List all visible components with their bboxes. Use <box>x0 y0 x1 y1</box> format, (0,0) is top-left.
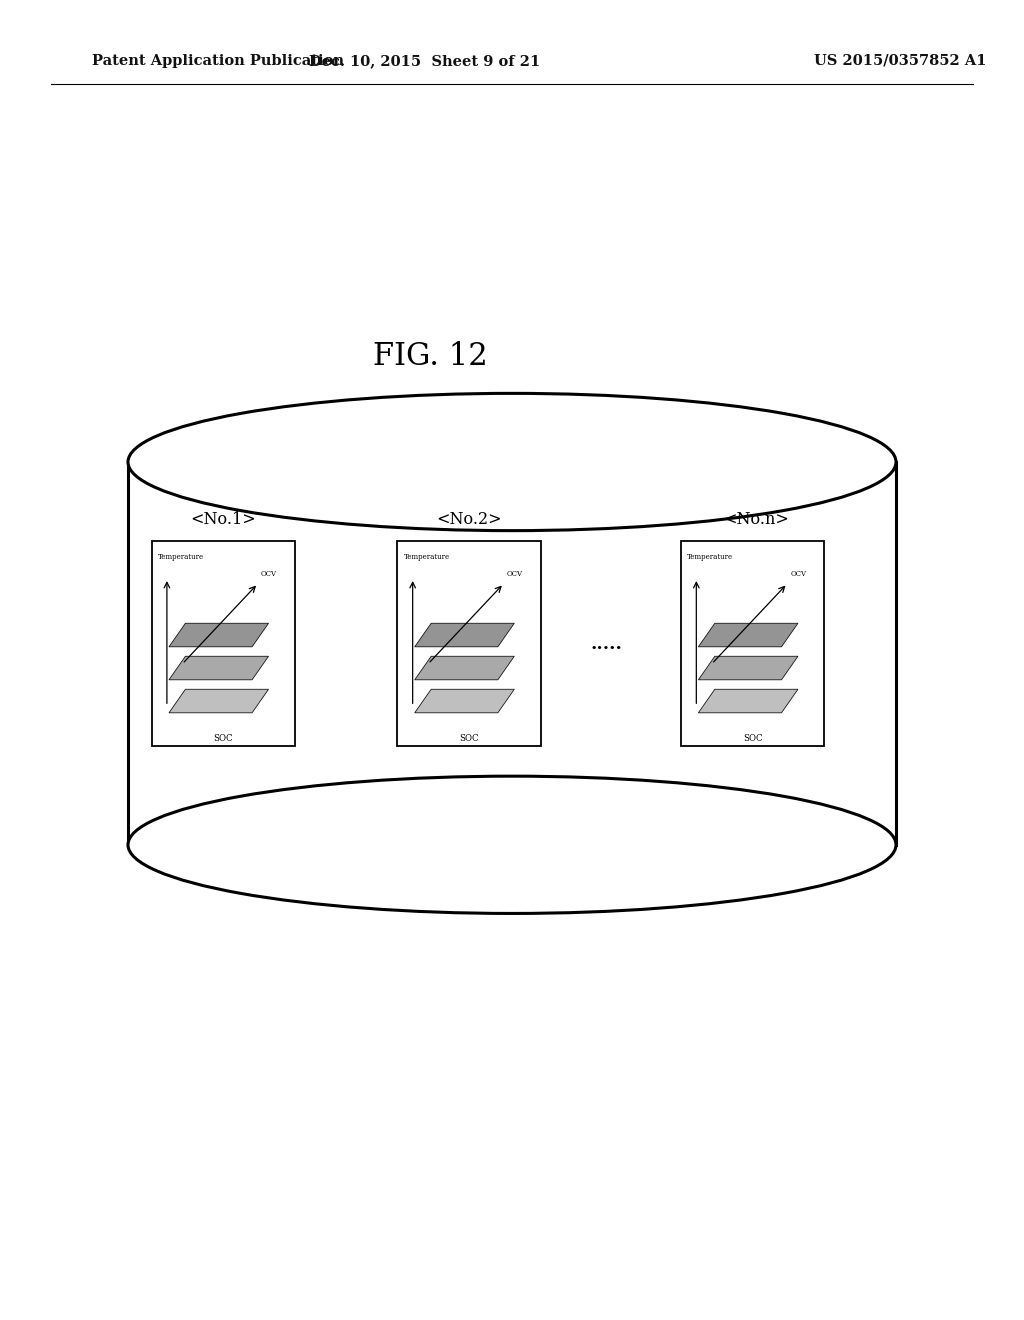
Text: Temperature: Temperature <box>158 553 204 561</box>
Text: Temperature: Temperature <box>403 553 450 561</box>
Text: Patent Application Publication: Patent Application Publication <box>92 54 344 67</box>
FancyBboxPatch shape <box>152 541 295 746</box>
Polygon shape <box>415 656 514 680</box>
Text: FIG. 12: FIG. 12 <box>373 341 487 372</box>
Text: <No.n>: <No.n> <box>723 511 788 528</box>
Polygon shape <box>415 689 514 713</box>
Text: <No.2>: <No.2> <box>436 511 502 528</box>
Text: SOC: SOC <box>459 734 479 743</box>
Text: OCV: OCV <box>261 569 278 578</box>
Ellipse shape <box>128 393 896 531</box>
Text: SOC: SOC <box>742 734 763 743</box>
Polygon shape <box>698 689 798 713</box>
Polygon shape <box>169 656 268 680</box>
FancyArrowPatch shape <box>496 430 522 487</box>
Polygon shape <box>698 623 798 647</box>
Text: .....: ..... <box>590 635 623 653</box>
Text: OCV: OCV <box>507 569 523 578</box>
Text: Dec. 10, 2015  Sheet 9 of 21: Dec. 10, 2015 Sheet 9 of 21 <box>309 54 541 67</box>
FancyBboxPatch shape <box>397 541 541 746</box>
FancyBboxPatch shape <box>681 541 824 746</box>
Text: SOC: SOC <box>213 734 233 743</box>
Polygon shape <box>415 623 514 647</box>
Text: <No.1>: <No.1> <box>190 511 256 528</box>
Text: US 2015/0357852 A1: US 2015/0357852 A1 <box>814 54 986 67</box>
Text: 15142: 15142 <box>503 405 552 420</box>
Polygon shape <box>128 462 896 845</box>
Polygon shape <box>169 623 268 647</box>
Polygon shape <box>698 656 798 680</box>
Text: Temperature: Temperature <box>687 553 733 561</box>
Polygon shape <box>169 689 268 713</box>
Text: OCV: OCV <box>791 569 807 578</box>
Ellipse shape <box>128 776 896 913</box>
